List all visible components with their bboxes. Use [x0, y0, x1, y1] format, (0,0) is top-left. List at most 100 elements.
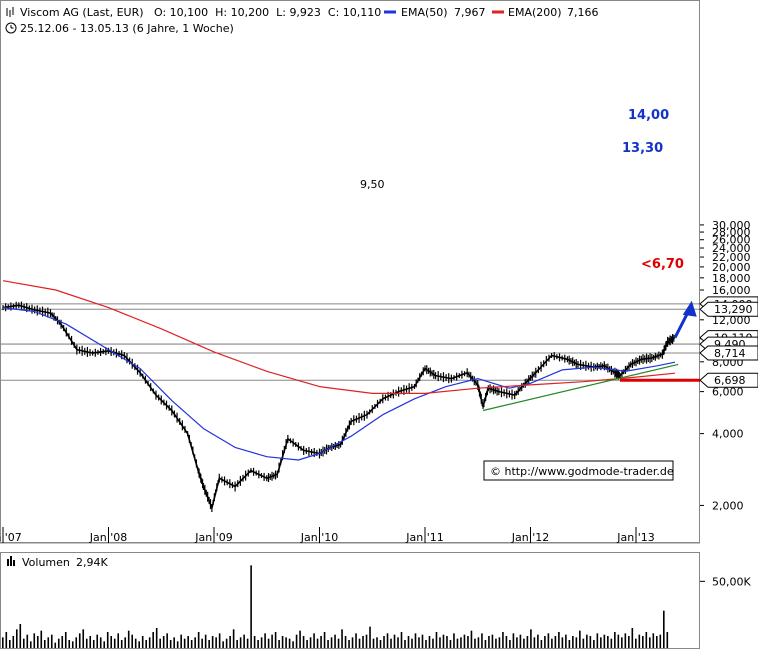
volume-bar — [435, 632, 438, 648]
volume-bar — [96, 634, 99, 648]
volume-bar — [393, 634, 396, 648]
volume-bar — [365, 634, 368, 648]
volume-bar — [155, 628, 158, 648]
volume-bar — [54, 642, 57, 648]
volume-bar — [638, 634, 641, 648]
volume-bar — [453, 633, 455, 648]
volume-bar — [491, 634, 494, 648]
volume-bar — [299, 630, 301, 648]
volume-bar — [316, 638, 319, 648]
volume-bar — [586, 634, 588, 648]
volume-bar — [40, 630, 43, 648]
volume-bar — [26, 634, 29, 648]
volume-bar — [222, 641, 224, 648]
volume-label: Volumen — [22, 556, 70, 569]
volume-bar — [463, 634, 466, 648]
volume-bar — [337, 638, 340, 648]
volume-bar — [267, 638, 270, 648]
ema50-legend-value: 7,967 — [454, 6, 486, 19]
volume-bar — [456, 638, 459, 648]
x-tick-label: Jan '11 — [405, 531, 443, 544]
volume-bar — [211, 636, 214, 648]
volume-bar — [617, 634, 620, 648]
volume-bar — [43, 640, 46, 648]
volume-bar — [379, 640, 382, 648]
volume-bar — [568, 640, 571, 648]
volume-bars — [2, 565, 705, 648]
x-tick-label: Jan '13 — [616, 531, 654, 544]
copyright-text[interactable]: © http://www.godmode-trader.de — [490, 465, 674, 478]
volume-bar — [15, 629, 18, 648]
chart-period: 25.12.06 - 13.05.13 (6 Jahre, 1 Woche) — [20, 22, 234, 35]
price-level-label: 6,698 — [699, 372, 758, 388]
volume-bar — [404, 640, 406, 648]
volume-bar — [288, 638, 291, 648]
volume-bar — [141, 636, 144, 648]
volume-bar — [176, 641, 179, 648]
y-tick-label: 24,000 — [712, 242, 751, 255]
volume-bar — [652, 633, 655, 648]
volume-bar — [505, 636, 508, 648]
volume-bar — [75, 637, 78, 648]
x-tick-label: Jan '12 — [511, 531, 549, 544]
volume-bar — [103, 641, 106, 648]
volume-bar — [159, 638, 161, 648]
volume-bar — [519, 634, 522, 648]
volume-bar — [386, 633, 389, 648]
volume-bar — [596, 633, 599, 648]
volume-bar — [145, 640, 147, 648]
copyright-box: © http://www.godmode-trader.de — [483, 460, 674, 481]
volume-bar — [610, 638, 613, 648]
volume-bar — [106, 632, 109, 648]
volume-bar — [309, 637, 312, 648]
volume-bar — [292, 641, 294, 648]
volume-bar — [383, 636, 385, 648]
volume-bar — [173, 637, 175, 648]
svg-text:8,714: 8,714 — [714, 347, 746, 360]
volume-bar — [120, 640, 123, 648]
volume-bar — [397, 637, 399, 648]
volume-bar — [295, 634, 298, 648]
volume-bar — [642, 636, 644, 648]
volume-bar — [29, 641, 32, 648]
volume-bar — [8, 640, 11, 648]
volume-bar — [78, 633, 81, 648]
volume-bar — [229, 636, 231, 648]
volume-bar — [575, 637, 578, 648]
volume-bar — [477, 637, 480, 648]
volume-bar — [169, 640, 172, 648]
volume-bar — [113, 638, 116, 648]
volume-bar — [124, 637, 127, 648]
volume-bar — [236, 640, 238, 648]
volume-bar — [257, 640, 259, 648]
volume-header: Volumen 2,94K — [7, 556, 108, 569]
price-level-label: 13,290 — [699, 301, 758, 317]
volume-bar — [68, 640, 71, 648]
volume-bar — [85, 638, 88, 648]
x-tick-label: Jan '10 — [300, 531, 338, 544]
y-axis: 30,00028,00026,00024,00022,00020,00018,0… — [700, 219, 751, 512]
ema200-legend-label: EMA(200) — [508, 6, 562, 19]
volume-bar — [232, 629, 235, 648]
volume-bar — [138, 641, 140, 648]
volume-bar — [561, 637, 564, 648]
volume-bar — [449, 640, 452, 648]
y-tick-label: 2,000 — [712, 499, 744, 512]
x-axis: Jan '07 Jan '08 Jan '09 Jan '10 Jan '11 Jan '… — [0, 527, 655, 544]
volume-bar — [369, 626, 371, 648]
volume-bar — [355, 633, 357, 648]
volume-bar — [421, 634, 424, 648]
volume-bar — [47, 637, 50, 648]
volume-bar — [558, 632, 560, 648]
volume-bar — [547, 633, 550, 648]
volume-bar — [225, 638, 228, 648]
series-layer — [2, 280, 679, 513]
volume-tick-label: 50,00K — [712, 575, 751, 588]
volume-bar — [470, 630, 473, 648]
volume-bar — [351, 637, 354, 648]
volume-bar — [187, 636, 189, 648]
volume-bar — [12, 636, 15, 648]
volume-bar — [488, 636, 490, 648]
volume-bar — [127, 630, 130, 648]
volume-bar — [442, 634, 445, 648]
